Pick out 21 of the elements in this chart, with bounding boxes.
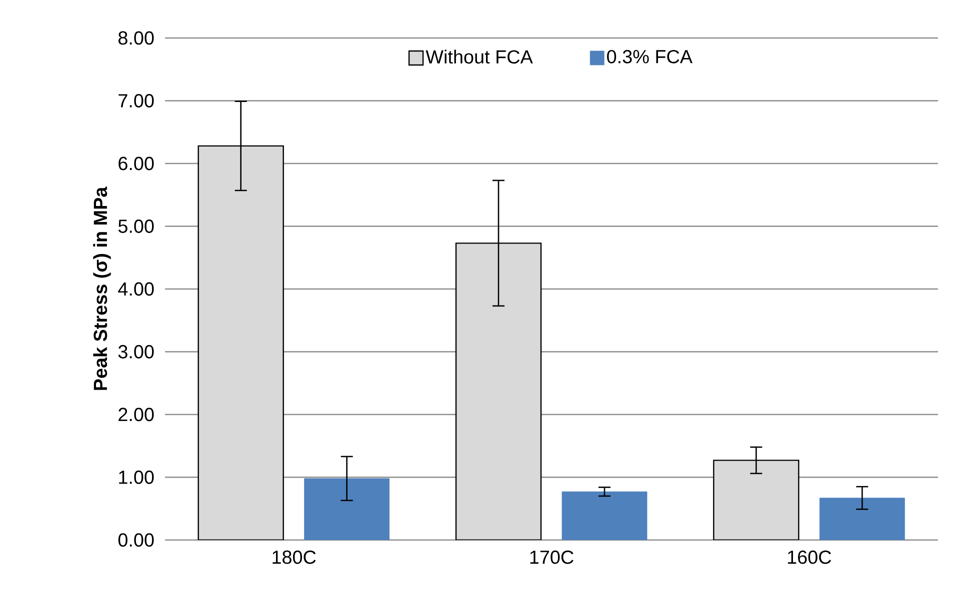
x-tick-label: 180C — [272, 550, 316, 564]
y-tick-label: 7.00 — [118, 94, 154, 108]
y-axis-title: Peak Stress (σ) in MPa — [93, 186, 111, 390]
y-tick-label: 4.00 — [118, 282, 154, 296]
y-tick-label: 3.00 — [118, 345, 154, 358]
y-tick-label: 0.00 — [118, 533, 154, 547]
bar — [562, 491, 648, 540]
bar — [713, 460, 800, 540]
y-tick-label: 6.00 — [118, 156, 154, 170]
y-tick-label: 5.00 — [118, 220, 154, 233]
bar — [819, 498, 905, 540]
y-tick-label: 2.00 — [118, 408, 154, 422]
legend-label: 0.3% FCA — [607, 50, 693, 64]
bar — [304, 478, 390, 540]
y-tick-label: 1.00 — [119, 470, 154, 484]
x-tick-label: 170C — [530, 550, 574, 564]
legend-label: Without FCA — [426, 50, 533, 64]
x-tick-label: 160C — [788, 550, 832, 564]
y-tick-label: 8.00 — [118, 31, 154, 45]
bar — [198, 145, 284, 540]
bar — [455, 242, 542, 540]
